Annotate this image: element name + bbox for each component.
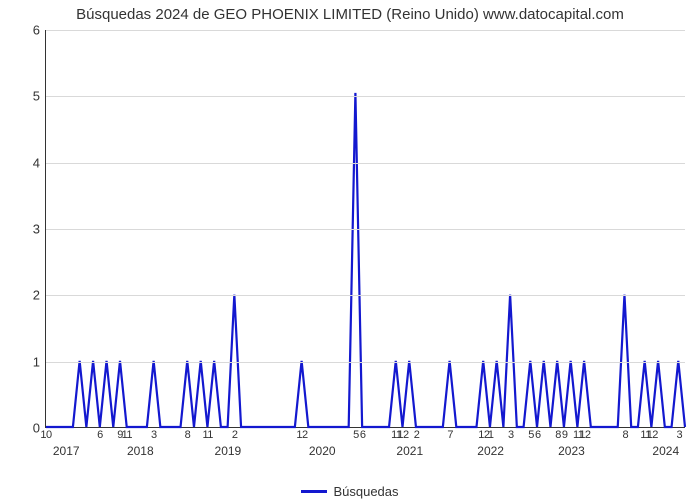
x-year-label: 2024 — [652, 444, 679, 458]
x-tick-label: 6 — [97, 427, 103, 441]
line-chart: Búsquedas 2024 de GEO PHOENIX LIMITED (R… — [0, 0, 700, 500]
x-tick-label: 2 — [414, 427, 420, 441]
x-year-label: 2021 — [396, 444, 423, 458]
x-year-label: 2023 — [558, 444, 585, 458]
y-tick-label: 6 — [33, 23, 46, 38]
y-gridline — [46, 362, 685, 363]
x-tick-label: 3 — [508, 427, 514, 441]
x-year-label: 2018 — [127, 444, 154, 458]
y-gridline — [46, 163, 685, 164]
x-year-label: 2017 — [53, 444, 80, 458]
y-gridline — [46, 96, 685, 97]
plot-area: 0123456106911381121256111227121356891112… — [45, 30, 685, 428]
y-tick-label: 2 — [33, 288, 46, 303]
x-tick-label: 10 — [40, 427, 51, 441]
y-tick-label: 5 — [33, 89, 46, 104]
x-tick-label: 12 — [296, 427, 307, 441]
x-tick-label: 2 — [232, 427, 238, 441]
x-year-label: 2022 — [477, 444, 504, 458]
x-tick-label: 5 — [353, 427, 359, 441]
x-tick-label: 3 — [151, 427, 157, 441]
x-tick-label: 8 — [185, 427, 191, 441]
legend-label: Búsquedas — [333, 484, 398, 499]
x-tick-label: 12 — [579, 427, 590, 441]
x-tick-label: 7 — [447, 427, 453, 441]
x-tick-label: 8 — [555, 427, 561, 441]
legend: Búsquedas — [0, 480, 700, 499]
x-year-label: 2019 — [215, 444, 242, 458]
y-tick-label: 4 — [33, 155, 46, 170]
legend-item: Búsquedas — [301, 484, 398, 499]
x-tick-label: 9 — [562, 427, 568, 441]
x-tick-label: 8 — [623, 427, 629, 441]
legend-swatch — [301, 490, 327, 493]
y-gridline — [46, 229, 685, 230]
x-tick-label: 1 — [488, 427, 494, 441]
chart-title: Búsquedas 2024 de GEO PHOENIX LIMITED (R… — [0, 6, 700, 23]
x-tick-label: 12 — [647, 427, 658, 441]
x-tick-label: 3 — [676, 427, 682, 441]
x-tick-label: 6 — [360, 427, 366, 441]
y-gridline — [46, 295, 685, 296]
x-tick-label: 12 — [397, 427, 408, 441]
y-tick-label: 3 — [33, 222, 46, 237]
x-tick-label: 11 — [122, 427, 132, 441]
x-tick-label: 6 — [535, 427, 541, 441]
y-tick-label: 1 — [33, 354, 46, 369]
y-gridline — [46, 30, 685, 31]
x-year-label: 2020 — [309, 444, 336, 458]
x-tick-label: 11 — [202, 427, 212, 441]
x-tick-label: 5 — [528, 427, 534, 441]
